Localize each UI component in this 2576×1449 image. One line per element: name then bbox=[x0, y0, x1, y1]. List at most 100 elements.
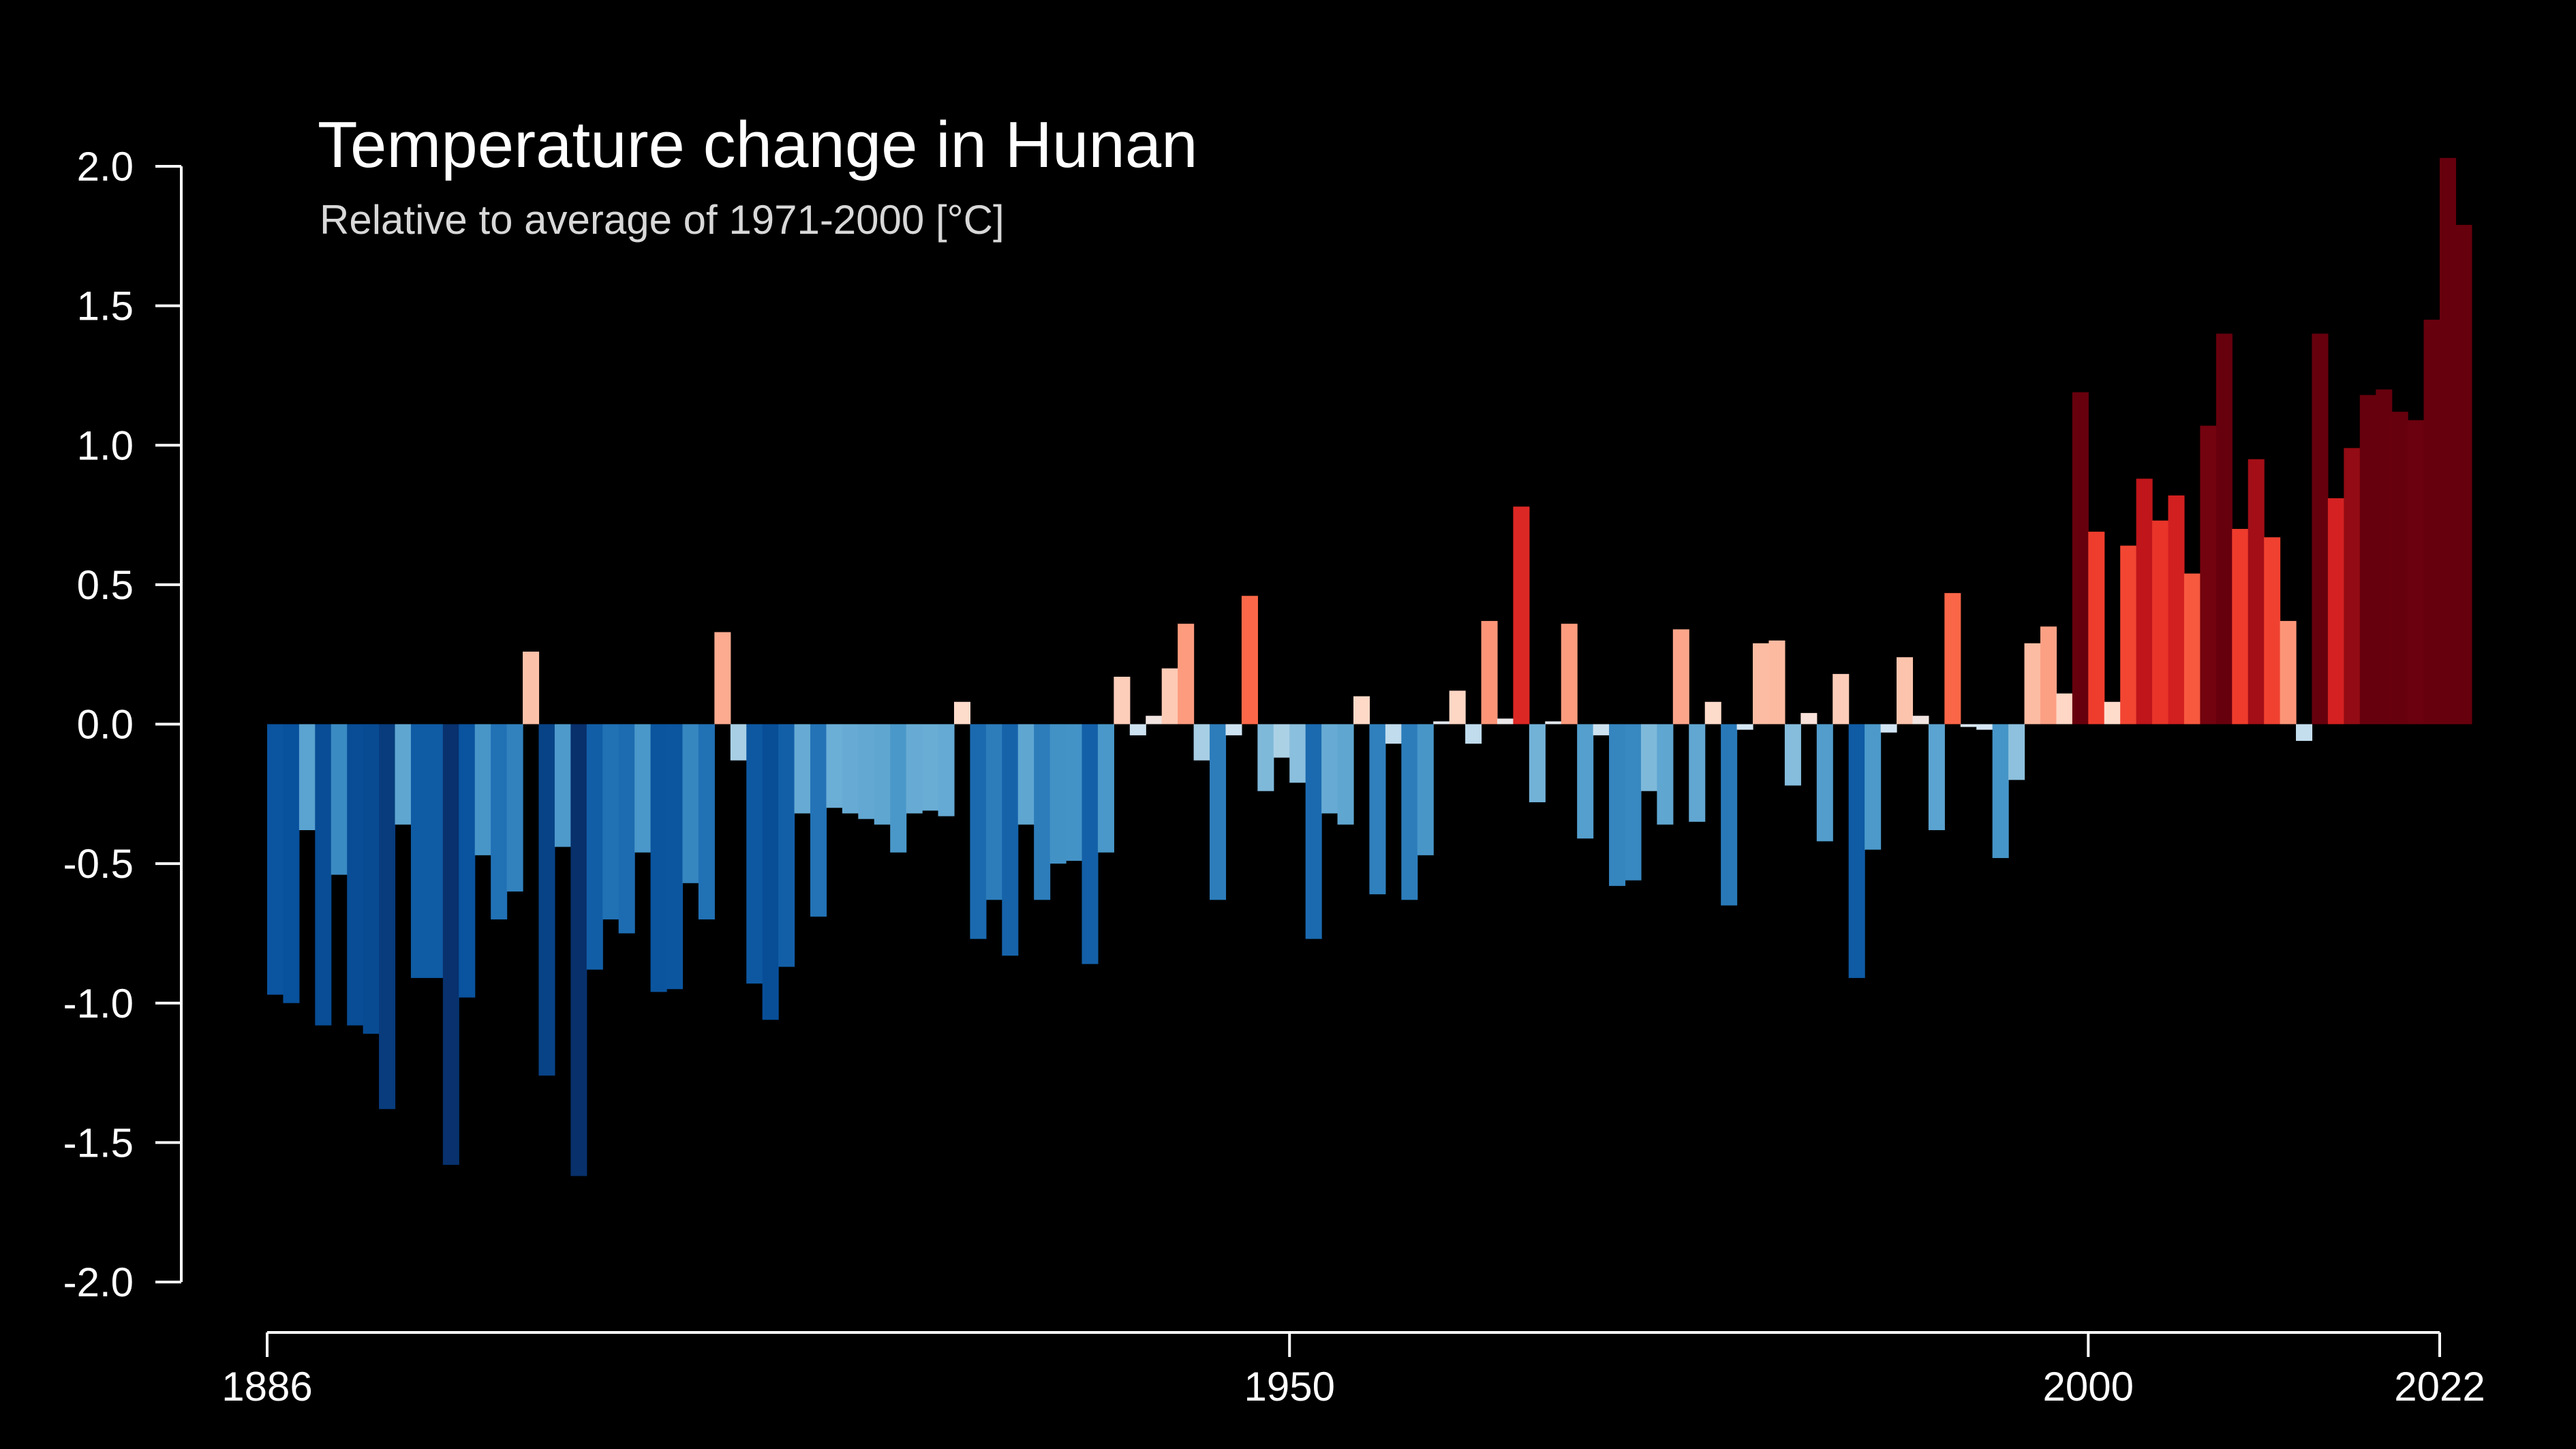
bar-2012 bbox=[2280, 621, 2297, 724]
bar-1994 bbox=[1992, 724, 2009, 858]
bar-1887 bbox=[283, 724, 300, 1003]
y-axis: 2.0 1.5 1.0 0.5 0.0 -0.5 -1.0 -1.5 -2.0 bbox=[63, 144, 183, 1305]
bar-1958 bbox=[1417, 724, 1434, 855]
bar-2023 bbox=[2455, 224, 2472, 724]
bar-1931 bbox=[985, 724, 1002, 900]
bar-1999 bbox=[2072, 392, 2089, 724]
bar-1906 bbox=[586, 724, 603, 970]
x-tick-label: 2022 bbox=[2394, 1364, 2485, 1409]
bar-1976 bbox=[1704, 701, 1721, 724]
bar-1992 bbox=[1960, 724, 1977, 727]
bar-1912 bbox=[682, 724, 699, 883]
bar-1968 bbox=[1577, 724, 1594, 839]
bar-1902 bbox=[523, 652, 540, 724]
bar-1933 bbox=[1017, 724, 1034, 825]
bar-2015 bbox=[2327, 498, 2344, 724]
bar-1997 bbox=[2040, 626, 2057, 724]
bar-1909 bbox=[634, 724, 651, 853]
bar-1962 bbox=[1481, 621, 1498, 724]
bar-2010 bbox=[2248, 459, 2265, 724]
bar-1908 bbox=[618, 724, 635, 934]
bar-1978 bbox=[1736, 724, 1753, 730]
bar-2007 bbox=[2200, 425, 2217, 724]
bar-1922 bbox=[842, 724, 859, 814]
bar-1961 bbox=[1465, 724, 1482, 744]
bar-1969 bbox=[1593, 724, 1610, 735]
bar-2021 bbox=[2423, 320, 2440, 724]
x-tick-label: 1886 bbox=[221, 1364, 312, 1409]
bar-1993 bbox=[1976, 724, 1993, 730]
bar-1974 bbox=[1672, 629, 1689, 724]
y-tick-label: 2.0 bbox=[77, 144, 134, 189]
bar-2020 bbox=[2408, 420, 2425, 724]
bar-1987 bbox=[1880, 724, 1897, 733]
bar-1915 bbox=[730, 724, 747, 761]
bar-1897 bbox=[442, 724, 459, 1165]
bar-2014 bbox=[2312, 333, 2329, 724]
bar-1975 bbox=[1689, 724, 1706, 822]
bar-2022 bbox=[2440, 157, 2457, 724]
y-tick-label: 0.5 bbox=[77, 562, 134, 608]
bar-1959 bbox=[1433, 721, 1450, 724]
bar-1907 bbox=[602, 724, 619, 919]
bar-1920 bbox=[810, 724, 827, 917]
bar-1952 bbox=[1321, 724, 1338, 814]
bar-1938 bbox=[1097, 724, 1114, 853]
bar-1901 bbox=[506, 724, 523, 892]
bar-1896 bbox=[427, 724, 444, 978]
bar-2018 bbox=[2376, 389, 2393, 724]
bar-1983 bbox=[1816, 724, 1833, 842]
bar-1982 bbox=[1800, 713, 1818, 724]
chart-title: Temperature change in Hunan bbox=[318, 108, 1198, 181]
bar-1904 bbox=[554, 724, 571, 847]
bar-1941 bbox=[1146, 716, 1163, 724]
bar-1967 bbox=[1561, 624, 1578, 724]
bar-1928 bbox=[938, 724, 955, 817]
bar-2000 bbox=[2088, 532, 2105, 724]
bar-1955 bbox=[1369, 724, 1386, 895]
bar-2009 bbox=[2232, 529, 2249, 724]
bar-1895 bbox=[410, 724, 428, 978]
bar-1939 bbox=[1114, 676, 1131, 724]
bar-1985 bbox=[1848, 724, 1865, 978]
bar-1942 bbox=[1161, 668, 1178, 724]
bar-1940 bbox=[1129, 724, 1146, 735]
y-tick-label: 1.5 bbox=[77, 284, 134, 329]
bar-1893 bbox=[379, 724, 396, 1110]
bar-1889 bbox=[315, 724, 332, 1026]
bar-1965 bbox=[1529, 724, 1546, 803]
bar-1917 bbox=[762, 724, 779, 1020]
bar-2004 bbox=[2152, 520, 2169, 724]
bar-1944 bbox=[1193, 724, 1210, 761]
bar-1899 bbox=[474, 724, 491, 855]
bar-1927 bbox=[922, 724, 939, 811]
y-tick-label: -0.5 bbox=[63, 841, 134, 887]
bar-1947 bbox=[1241, 596, 1258, 724]
bar-1995 bbox=[2008, 724, 2025, 780]
bar-1951 bbox=[1305, 724, 1322, 939]
bar-1948 bbox=[1257, 724, 1274, 791]
chart-subtitle: Relative to average of 1971-2000 [°C] bbox=[320, 197, 1005, 243]
bar-1960 bbox=[1449, 690, 1466, 724]
bar-1914 bbox=[714, 632, 731, 724]
bar-1972 bbox=[1640, 724, 1657, 791]
bar-1926 bbox=[906, 724, 923, 814]
bar-1963 bbox=[1497, 718, 1514, 724]
bar-1934 bbox=[1034, 724, 1051, 900]
bar-1950 bbox=[1289, 724, 1306, 783]
bar-1929 bbox=[953, 701, 971, 724]
bar-1886 bbox=[267, 724, 284, 995]
bar-1930 bbox=[970, 724, 987, 939]
bar-1891 bbox=[347, 724, 364, 1026]
bar-1966 bbox=[1545, 721, 1562, 724]
bar-1973 bbox=[1657, 724, 1674, 825]
bar-2019 bbox=[2391, 412, 2408, 724]
bar-1923 bbox=[858, 724, 875, 819]
bar-1953 bbox=[1337, 724, 1354, 825]
bar-2011 bbox=[2264, 537, 2281, 724]
bar-1957 bbox=[1401, 724, 1418, 900]
x-tick-label: 2000 bbox=[2043, 1364, 2134, 1409]
bar-1924 bbox=[874, 724, 891, 825]
bar-1956 bbox=[1385, 724, 1402, 744]
bar-1890 bbox=[331, 724, 348, 875]
